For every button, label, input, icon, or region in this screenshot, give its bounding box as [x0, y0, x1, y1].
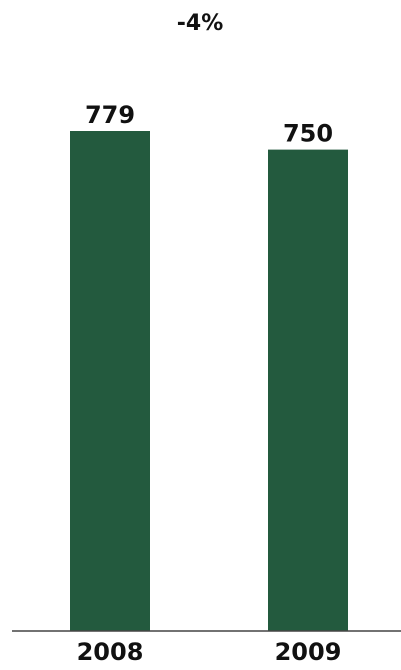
- category-label-2008: 2008: [77, 638, 144, 666]
- chart-title: -4%: [177, 11, 223, 36]
- bar-2009: [268, 149, 348, 632]
- bars-group: [70, 131, 348, 632]
- bar-2008: [70, 131, 150, 631]
- value-label-2008: 779: [85, 101, 135, 129]
- category-labels-group: 2008 2009: [77, 638, 342, 666]
- category-label-2009: 2009: [275, 638, 342, 666]
- value-label-2009: 750: [283, 120, 333, 148]
- value-labels-group: 779 750: [85, 101, 333, 148]
